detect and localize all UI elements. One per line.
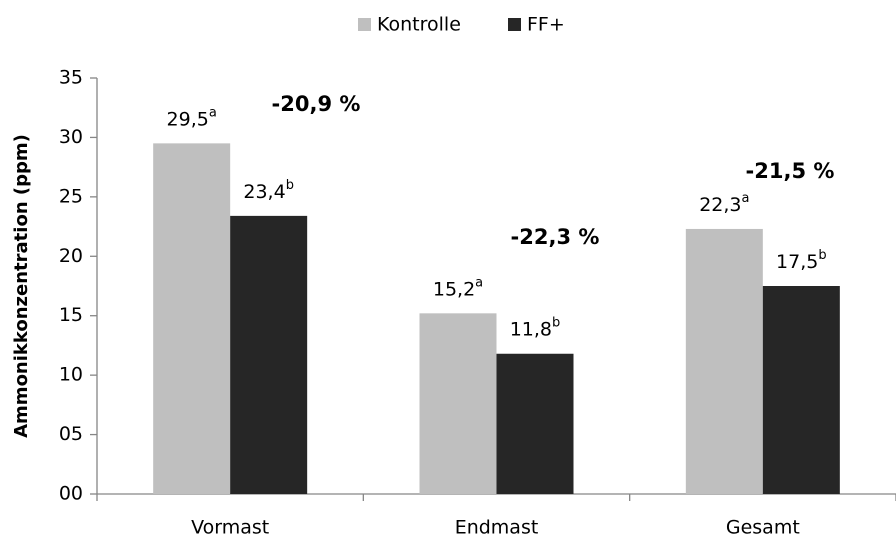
y-tick-label: 00: [59, 483, 83, 505]
y-tick-label: 05: [59, 423, 83, 445]
y-axis-label: Ammonikkonzentration (ppm): [11, 134, 32, 438]
y-tick-label: 25: [59, 185, 83, 207]
y-tick-label: 10: [59, 364, 83, 386]
annotation: -21,5 %: [746, 159, 835, 183]
value-label-letter: b: [552, 315, 560, 330]
bar: [230, 215, 308, 495]
value-label-number: 22,3: [699, 193, 741, 215]
value-label-number: 29,5: [167, 108, 209, 130]
annotation: -22,3 %: [511, 225, 600, 249]
value-label-letter: a: [209, 105, 217, 120]
bar: [153, 143, 231, 494]
y-tick-label: 35: [59, 67, 83, 89]
value-label-letter: b: [286, 177, 294, 192]
legend-label: FF+: [527, 14, 565, 36]
bar: [419, 313, 497, 494]
y-tick-label: 15: [59, 304, 83, 326]
value-label-number: 23,4: [243, 180, 285, 202]
bar: [762, 286, 840, 494]
value-label-number: 17,5: [776, 251, 818, 273]
value-label-letter: a: [475, 275, 483, 290]
annotation: -20,9 %: [272, 92, 361, 116]
value-label-number: 11,8: [510, 318, 552, 340]
legend-label: Kontrolle: [377, 14, 461, 36]
y-tick-label: 30: [59, 126, 83, 148]
value-label: 29,5a: [167, 105, 217, 130]
y-tick-label: 20: [59, 245, 83, 267]
value-label: 15,2a: [433, 275, 483, 300]
bar: [496, 353, 574, 494]
x-tick-label: Gesamt: [726, 517, 800, 539]
value-label: 23,4b: [243, 177, 294, 202]
value-label-letter: a: [742, 190, 750, 205]
value-label: 11,8b: [510, 315, 561, 340]
legend-swatch: [358, 18, 371, 31]
legend-swatch: [508, 18, 521, 31]
value-label: 17,5b: [776, 248, 827, 273]
value-label: 22,3a: [699, 190, 749, 215]
x-tick-label: Endmast: [455, 517, 539, 539]
value-label-letter: b: [818, 248, 826, 263]
x-tick-label: Vormast: [191, 517, 269, 539]
value-label-number: 15,2: [433, 278, 475, 300]
bar: [685, 228, 763, 494]
